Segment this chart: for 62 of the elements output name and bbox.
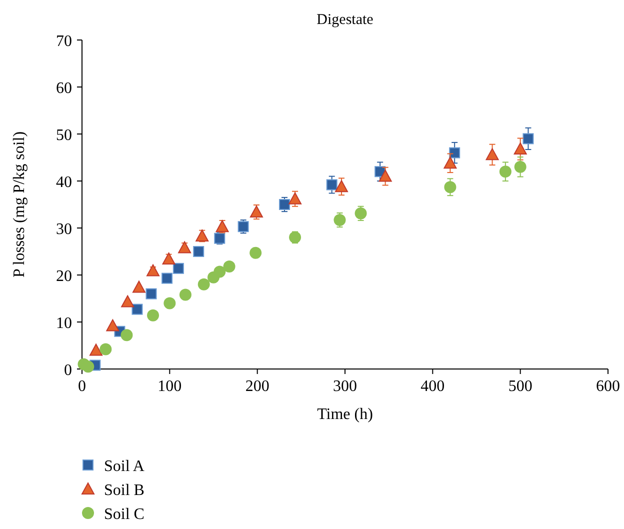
legend-label: Soil C xyxy=(104,506,144,523)
legend-label: Soil A xyxy=(104,458,145,475)
point xyxy=(444,181,456,194)
point xyxy=(198,278,210,290)
y-tick-label: 30 xyxy=(56,221,72,238)
y-tick-label: 0 xyxy=(64,362,72,379)
y-tick-label: 40 xyxy=(56,174,72,191)
point xyxy=(132,304,143,315)
y-tick-label: 70 xyxy=(56,33,72,50)
point xyxy=(216,220,229,232)
point xyxy=(250,206,263,218)
point xyxy=(100,343,112,356)
point xyxy=(162,272,173,284)
point xyxy=(288,192,302,204)
point xyxy=(179,288,192,301)
point xyxy=(289,231,302,244)
point xyxy=(354,207,367,220)
point xyxy=(250,246,262,259)
x-tick-label: 600 xyxy=(596,378,620,395)
y-tick-label: 60 xyxy=(56,80,72,97)
point xyxy=(193,246,204,257)
point xyxy=(214,266,226,278)
point xyxy=(120,329,133,342)
point xyxy=(121,295,134,308)
point xyxy=(82,360,94,373)
point xyxy=(522,133,534,144)
point xyxy=(146,288,157,300)
point xyxy=(334,180,348,192)
point xyxy=(106,319,120,332)
point xyxy=(132,280,146,293)
x-tick-label: 500 xyxy=(508,378,532,395)
x-tick-label: 300 xyxy=(333,378,357,395)
point xyxy=(514,160,526,173)
y-axis-title: P losses (mg P/kg soil) xyxy=(11,131,28,278)
point xyxy=(196,229,209,242)
x-axis-title: Time (h) xyxy=(317,406,373,423)
x-tick-label: 0 xyxy=(78,378,86,395)
point xyxy=(499,166,512,178)
x-tick-label: 200 xyxy=(245,378,270,395)
point xyxy=(146,264,160,276)
point xyxy=(90,344,103,356)
point xyxy=(514,142,527,155)
x-tick-label: 100 xyxy=(158,378,182,395)
point xyxy=(147,309,160,322)
legend-label: Soil B xyxy=(104,482,144,499)
point xyxy=(178,241,192,254)
x-tick-label: 400 xyxy=(420,378,445,395)
point xyxy=(378,170,392,182)
point xyxy=(279,199,290,210)
y-tick-label: 50 xyxy=(56,127,72,144)
y-tick-label: 10 xyxy=(56,315,72,332)
point xyxy=(223,260,236,273)
point xyxy=(326,179,338,190)
point xyxy=(449,147,460,158)
chart-title: Digestate xyxy=(316,12,374,28)
point xyxy=(162,252,176,265)
y-tick-label: 20 xyxy=(56,268,72,285)
point xyxy=(164,297,176,310)
point xyxy=(486,148,499,160)
point xyxy=(334,214,346,226)
point xyxy=(172,262,184,274)
point xyxy=(444,156,457,169)
